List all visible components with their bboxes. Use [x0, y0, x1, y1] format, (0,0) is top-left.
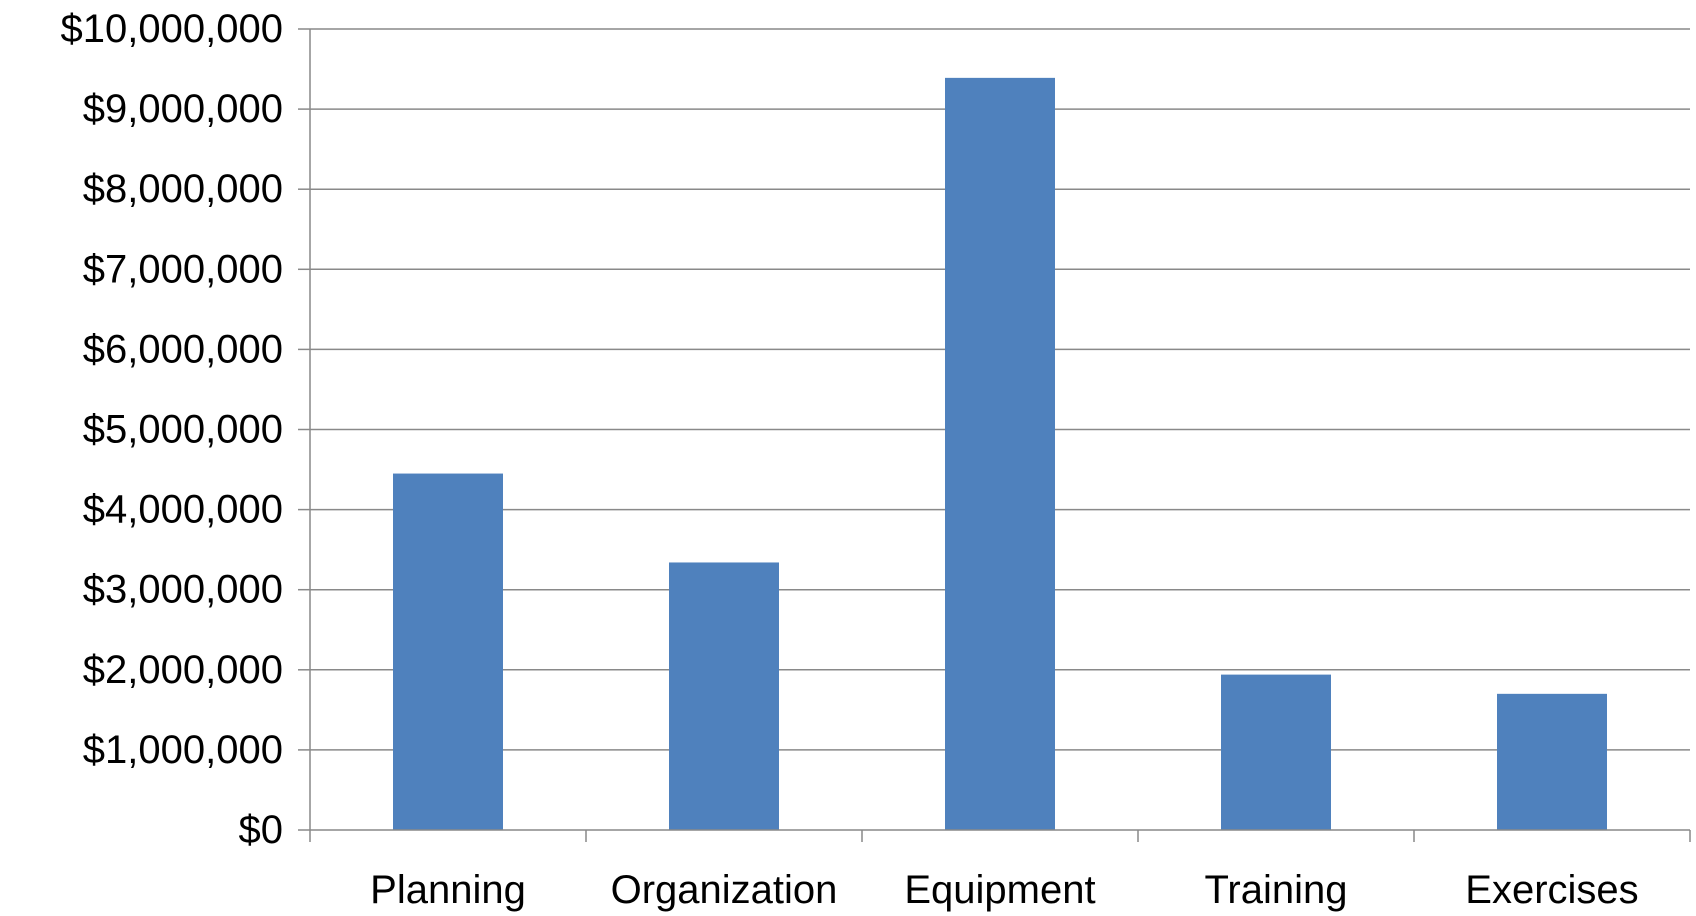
y-tick-label: $4,000,000: [83, 488, 283, 532]
bars: [393, 77, 1607, 830]
y-tick-labels: $0 $1,000,000 $2,000,000 $3,000,000 $4,000,0…: [61, 7, 283, 852]
bar-equipment: [945, 77, 1055, 830]
y-tick-label: $8,000,000: [83, 167, 283, 211]
y-tick-label: $2,000,000: [83, 648, 283, 692]
axes: [298, 28, 1691, 842]
bar-planning: [393, 473, 503, 830]
x-tick-labels: Planning Organization Equipment Training Exe…: [370, 868, 1639, 912]
y-tick-label: $6,000,000: [83, 327, 283, 371]
y-tick-label: $3,000,000: [83, 568, 283, 612]
y-tick-label: $1,000,000: [83, 728, 283, 772]
bar-training: [1221, 674, 1331, 830]
y-tick-label: $7,000,000: [83, 247, 283, 291]
x-tick-label-organization: Organization: [611, 868, 838, 912]
bar-exercises: [1497, 693, 1607, 830]
y-tick-label: $5,000,000: [83, 408, 283, 452]
y-tick-label: $9,000,000: [83, 87, 283, 131]
bar-organization: [669, 562, 779, 830]
x-tick-label-training: Training: [1204, 868, 1347, 912]
x-tick-label-exercises: Exercises: [1465, 868, 1638, 912]
y-tick-label: $10,000,000: [61, 7, 283, 51]
x-tick-label-equipment: Equipment: [904, 868, 1095, 912]
y-tick-label: $0: [239, 808, 284, 852]
x-tick-label-planning: Planning: [370, 868, 526, 912]
